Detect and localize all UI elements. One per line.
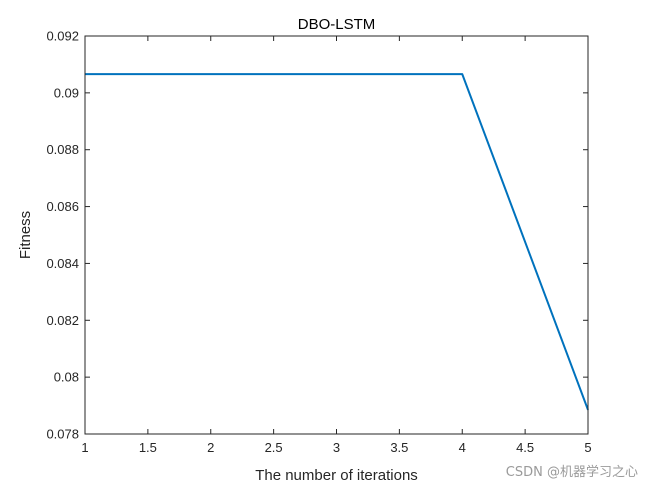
y-tick-label: 0.086 — [46, 199, 79, 214]
y-tick-label: 0.082 — [46, 313, 79, 328]
x-tick-label: 5 — [584, 440, 591, 455]
x-tick-label: 1 — [81, 440, 88, 455]
y-tick-label: 0.078 — [46, 427, 79, 442]
x-tick-label: 4.5 — [516, 440, 534, 455]
x-tick-label: 3.5 — [390, 440, 408, 455]
series-layer — [85, 73, 589, 411]
y-ticks: 0.078 0.08 0.082 0.084 0.086 0.088 0.09 0.092 — [46, 29, 588, 442]
plot-background — [85, 36, 588, 434]
y-axis-label: Fitness — [17, 211, 34, 259]
y-tick-label: 0.084 — [46, 256, 79, 271]
series-line-0 — [85, 73, 589, 411]
y-tick-label: 0.092 — [46, 29, 79, 44]
watermark: CSDN @机器学习之心 — [505, 465, 638, 480]
x-tick-label: 2 — [207, 440, 214, 455]
x-tick-label: 1.5 — [139, 440, 157, 455]
x-ticks: 1 1.5 2 2.5 3 3.5 4 4.5 5 — [81, 36, 592, 455]
chart-title: DBO-LSTM — [298, 16, 376, 33]
y-tick-label: 0.09 — [54, 85, 79, 100]
x-tick-label: 4 — [459, 440, 466, 455]
y-tick-label: 0.088 — [46, 142, 79, 157]
x-axis-label: The number of iterations — [255, 467, 418, 484]
x-tick-label: 3 — [333, 440, 340, 455]
y-tick-label: 0.08 — [54, 370, 79, 385]
x-tick-label: 2.5 — [265, 440, 283, 455]
